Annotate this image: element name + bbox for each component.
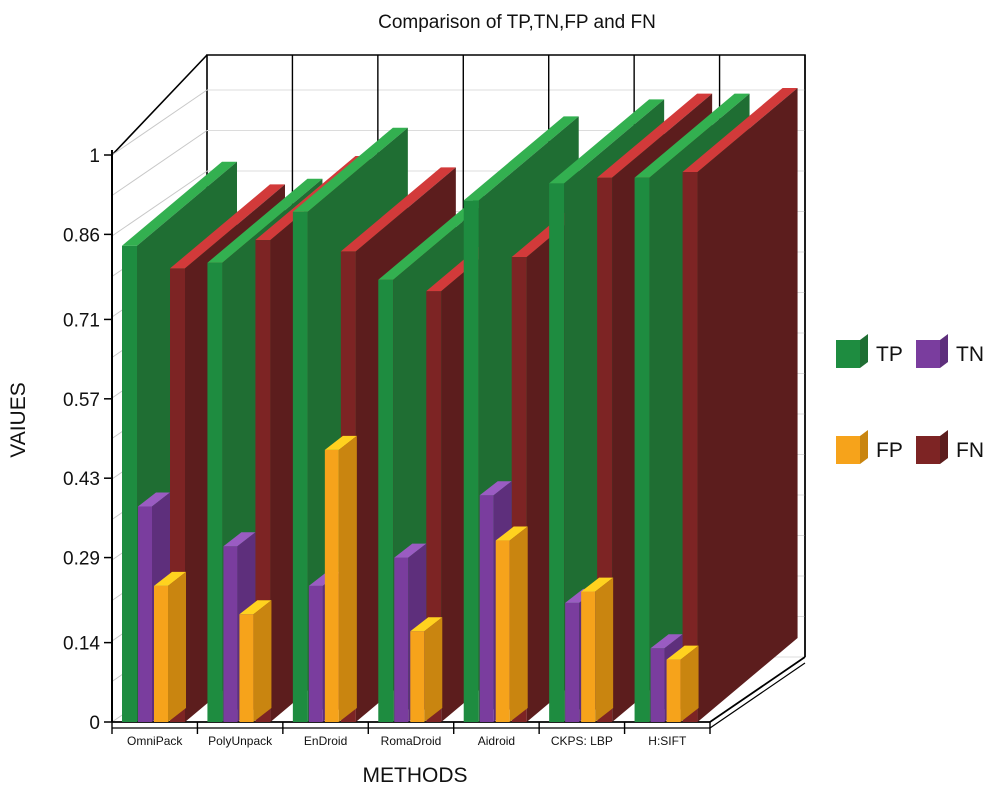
bar-fn-h-sift [682,88,798,722]
chart-title: Comparison of TP,TN,FP and FN [378,12,656,33]
x-tick-label: CKPS: LBP [551,734,613,748]
y-tick-label: 0.71 [63,310,100,331]
y-tick-label: 0.29 [63,549,100,570]
x-axis-title: METHODS [363,764,468,787]
y-tick-label: 1 [89,146,100,167]
y-tick-label: 0 [89,713,100,734]
y-tick-label: 0.86 [63,225,100,246]
bar-fp-romadroid [410,617,443,722]
legend-swatch-tp [836,340,860,368]
legend-swatch-side-tp [860,334,868,368]
bar-fp-endroid [324,435,357,722]
x-tick-label: PolyUnpack [208,734,273,748]
x-tick-label: OmniPack [127,734,183,748]
y-tick-label: 0.43 [63,469,100,490]
y-tick-label: 0.14 [63,634,100,655]
legend-label-tn: TN [956,343,984,366]
legend-swatch-tn [916,340,940,368]
gridline-side [111,130,208,196]
legend: TP TN FP FN [836,334,984,464]
legend-swatch-side-fn [940,430,948,464]
legend-swatch-side-tn [940,334,948,368]
legend-label-tp: TP [876,343,903,366]
x-tick-label: Aidroid [478,734,515,748]
bars [122,88,798,723]
bar-fp-ckps-lbp [581,577,614,722]
bar-fp-h-sift [666,645,699,722]
legend-label-fn: FN [956,439,984,462]
x-tick-label: EnDroid [304,734,347,748]
y-tick-label: 0.57 [63,390,100,411]
bar-fp-aidroid [495,526,528,722]
legend-swatch-side-fp [860,430,868,464]
y-axis-title: VAIUES [7,382,30,457]
x-tick-label: H:SIFT [648,734,687,748]
legend-swatch-fp [836,436,860,464]
x-tick-label: RomaDroid [381,734,442,748]
legend-label-fp: FP [876,439,903,462]
axes: 0 0.14 0.29 0.43 0.57 0.71 0.86 1 OmniPack PolyUn… [63,146,806,748]
gridline-side [111,170,208,237]
bar-fp-polyunpack [239,600,272,722]
legend-swatch-fn [916,436,940,464]
left-wall-edge [111,54,208,156]
bar-fp-omnipack [154,571,186,722]
gridline-side [111,89,208,156]
